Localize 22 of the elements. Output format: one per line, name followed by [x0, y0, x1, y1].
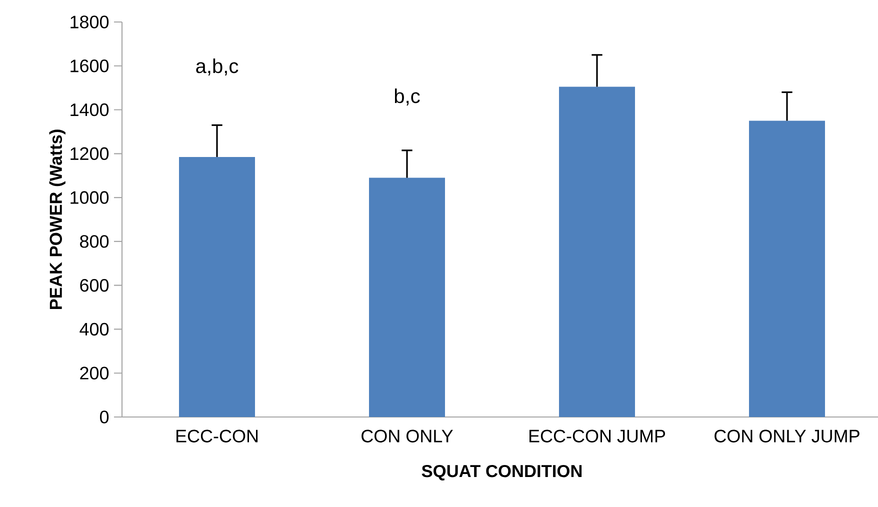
y-tick-label: 1400: [70, 103, 109, 116]
y-tick-label: 0: [100, 410, 109, 424]
y-tick-label: 800: [80, 235, 109, 248]
x-tick-label: ECC-CON: [176, 430, 258, 442]
y-tick-label: 1800: [70, 16, 109, 28]
y-tick-label: 400: [80, 322, 109, 336]
x-axis-title: SQUAT CONDITION: [422, 464, 582, 480]
y-tick-label: 200: [80, 366, 109, 380]
annotation: b,c: [394, 88, 420, 106]
x-tick-label: CON ONLY: [362, 430, 453, 442]
y-tick-label: 600: [80, 278, 109, 292]
annotation: a,b,c: [196, 58, 238, 76]
y-tick-label: 1600: [70, 60, 109, 72]
x-tick-label: ECC-CON JUMP: [529, 430, 666, 442]
bar: [559, 86, 635, 417]
y-tick-label: 1000: [70, 191, 109, 204]
bar: [369, 178, 445, 417]
bar: [749, 120, 826, 417]
bar: [179, 156, 255, 417]
y-tick-label: 1200: [70, 147, 109, 160]
y-axis-title: PEAK POWER (Watts): [49, 130, 66, 310]
x-tick-label: CON ONLY JUMP: [714, 430, 860, 442]
